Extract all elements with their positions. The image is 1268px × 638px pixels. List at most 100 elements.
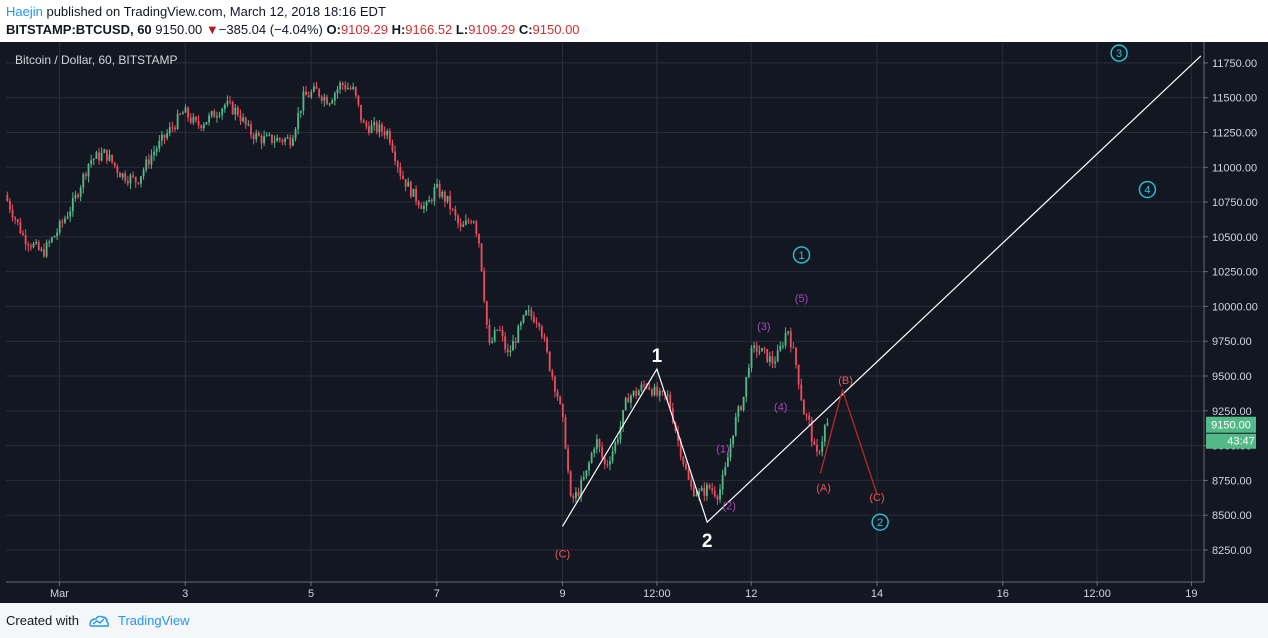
wave-circle — [1138, 180, 1157, 199]
last-price-text: 9150.00 — [1211, 420, 1251, 432]
candle-down — [394, 151, 397, 162]
open-value: 9109.29 — [340, 22, 388, 37]
candle-down — [137, 182, 140, 184]
candle-up — [247, 124, 250, 126]
y-tick-label: 11250.00 — [1212, 127, 1257, 139]
tradingview-logo-icon[interactable] — [88, 613, 110, 629]
candle-up — [35, 241, 38, 244]
candle-up — [121, 173, 124, 178]
candle-down — [200, 125, 203, 129]
candle-down — [501, 330, 504, 337]
candle-down — [147, 159, 150, 165]
candle-up — [82, 174, 85, 188]
candle-up — [509, 350, 512, 352]
candle-down — [682, 456, 685, 465]
candle-down — [415, 188, 417, 202]
price-change: −385.04 (−4.04%) — [218, 22, 323, 37]
candle-up — [653, 386, 656, 396]
price-axis[interactable]: 8250.008500.008750.009000.009250.009500.… — [1204, 58, 1258, 557]
candle-down — [354, 86, 357, 96]
candle-up — [472, 221, 475, 223]
candle-down — [554, 376, 556, 392]
candle-up — [284, 138, 286, 142]
candle-up — [637, 390, 640, 396]
candle-up — [276, 137, 279, 142]
candle-up — [595, 439, 598, 449]
wave-label: 4 — [1144, 184, 1150, 196]
candle-down — [543, 336, 546, 339]
candle-down — [792, 347, 795, 349]
candle-up — [742, 396, 745, 411]
low-label: L: — [455, 22, 469, 37]
candle-down — [797, 364, 800, 385]
candle-up — [747, 367, 750, 378]
candle-up — [234, 107, 237, 115]
candle-down — [661, 390, 664, 392]
candle-up — [347, 88, 349, 90]
candle-up — [412, 188, 415, 197]
wave-label: (2) — [722, 500, 735, 512]
author-link[interactable]: Haejin — [6, 4, 43, 19]
candle-down — [635, 390, 638, 396]
candle-up — [522, 315, 525, 323]
candle-up — [611, 451, 614, 462]
candle-down — [480, 243, 483, 272]
candle-down — [546, 338, 549, 352]
candle-up — [53, 236, 56, 238]
wave-label: 2 — [702, 531, 713, 552]
candle-up — [168, 127, 171, 134]
candle-up — [192, 116, 195, 123]
candle-down — [669, 394, 672, 409]
candle-down — [171, 127, 174, 129]
candle-up — [208, 115, 210, 123]
candle-down — [85, 174, 87, 177]
candle-down — [402, 175, 404, 179]
candle-up — [370, 124, 373, 133]
x-tick-label: 5 — [308, 588, 314, 600]
y-tick-label: 8500.00 — [1212, 510, 1252, 522]
candle-up — [580, 479, 583, 496]
candle-up — [698, 490, 700, 496]
wave-line-white — [562, 55, 1202, 527]
candle-up — [129, 175, 132, 184]
open-label: O: — [326, 22, 341, 37]
y-tick-label: 10250.00 — [1212, 267, 1258, 279]
tradingview-link[interactable]: TradingView — [118, 613, 190, 628]
candle-down — [6, 195, 9, 202]
wave-label: (1) — [716, 443, 729, 455]
y-tick-label: 11500.00 — [1212, 93, 1257, 105]
candle-up — [166, 133, 169, 139]
candle-up — [352, 86, 355, 90]
candle-down — [818, 451, 821, 453]
candle-up — [496, 329, 499, 331]
candle-up — [616, 439, 619, 443]
wave-label: (B) — [838, 375, 853, 387]
wave-line-red — [819, 387, 878, 495]
candle-up — [66, 216, 69, 219]
candle-down — [475, 221, 478, 235]
candle-up — [745, 377, 748, 397]
candle-down — [766, 348, 769, 362]
time-axis[interactable]: Mar 3 5 7 9 12:00 12 14 16 12:00 19 — [50, 582, 1198, 600]
candle-up — [310, 91, 313, 98]
candle-down — [229, 101, 231, 103]
candle-up — [40, 249, 43, 251]
candle-down — [420, 205, 423, 209]
candle-up — [779, 345, 782, 351]
candle-down — [388, 130, 391, 143]
candle-up — [753, 345, 756, 348]
candle-down — [289, 137, 292, 146]
candle-down — [514, 340, 517, 343]
x-tick-label: 7 — [434, 588, 440, 600]
candle-down — [236, 107, 239, 116]
candle-up — [823, 425, 826, 442]
candle-up — [95, 152, 98, 159]
wave-label: (5) — [795, 293, 808, 305]
candle-up — [632, 390, 635, 396]
candle-up — [297, 112, 300, 129]
candle-down — [451, 209, 454, 211]
candle-down — [29, 245, 32, 248]
candle-down — [174, 127, 176, 130]
candle-down — [37, 241, 40, 250]
